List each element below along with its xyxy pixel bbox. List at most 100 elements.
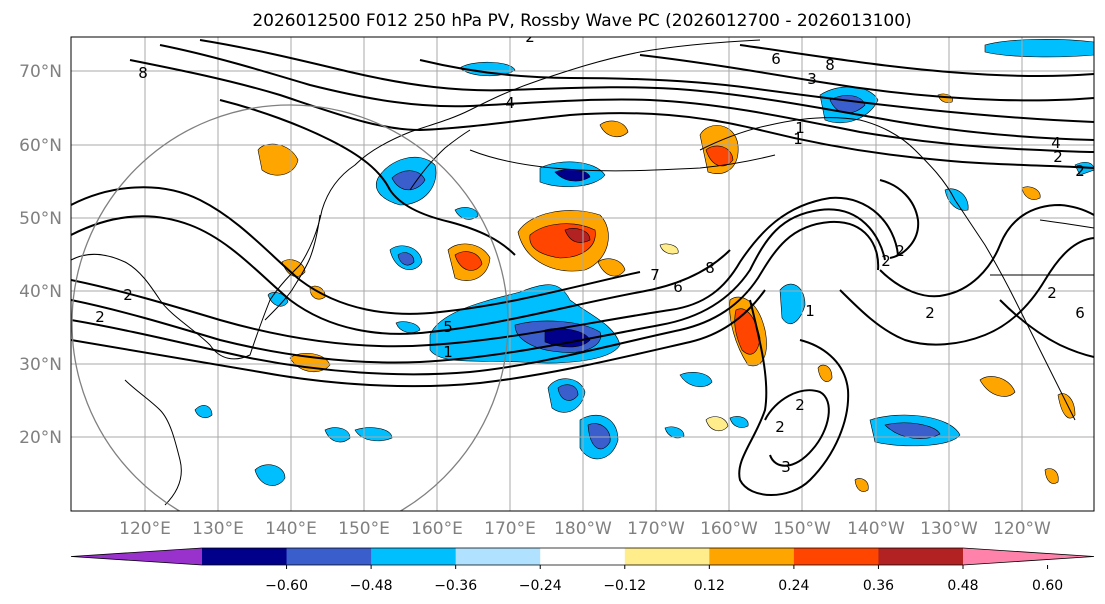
pv-positive-core (705, 145, 734, 167)
pv-contour (739, 44, 1094, 78)
colorbar-extend-min (71, 548, 202, 565)
lat-label-50n: 50°N (19, 209, 62, 229)
lon-label: 150°E (338, 519, 390, 539)
pv-positive-region (257, 143, 299, 176)
map-frame (70, 36, 1095, 512)
contour-label: 8 (705, 259, 715, 277)
contour-label: 2 (881, 252, 891, 270)
colorbar-swatch (793, 548, 879, 565)
colorbar-extend-max (963, 548, 1094, 565)
contour-label: 2 (1075, 162, 1085, 180)
pv-contour (71, 215, 731, 335)
lon-label: 120°E (119, 519, 171, 539)
pv-positive-region (1044, 468, 1059, 484)
pv-positive-region (1021, 186, 1041, 200)
pv-negative-region (679, 372, 713, 388)
lon-label: 130°W (920, 519, 978, 539)
lat-label-60n: 60°N (19, 136, 62, 156)
contour-label: 7 (650, 266, 660, 284)
pv-negative-region (454, 207, 479, 220)
contour-label: 2 (95, 308, 105, 326)
colorbar-swatch (455, 548, 541, 565)
coast-alaska (699, 117, 956, 201)
pv-contour (879, 179, 920, 259)
coast-japan (264, 214, 321, 321)
colorbar-swatch (540, 548, 626, 565)
pv-negative-core (391, 170, 426, 191)
lon-label: 140°W (847, 519, 905, 539)
colorbar-tick-label: −0.60 (265, 578, 308, 594)
pv-contours (71, 39, 1094, 496)
coastlines (71, 39, 1094, 506)
pv-contour (764, 389, 830, 467)
contour-label: 5 (443, 318, 453, 336)
pv-negative-core (557, 384, 579, 401)
pv-negative-region (324, 427, 351, 443)
contour-label: 4 (505, 94, 515, 112)
pv-negative-region (1074, 161, 1094, 176)
colorbar-swatch (709, 548, 795, 565)
contour-label: 2 (525, 28, 535, 46)
contour-label: 6 (771, 50, 781, 68)
pv-positive-region (281, 259, 306, 277)
colorbar-tick-label: −0.36 (434, 578, 477, 594)
pv-negative-region (984, 39, 1094, 58)
colorbar-tick-label: −0.24 (519, 578, 562, 594)
contour-label: 2 (775, 418, 785, 436)
coast-china (124, 379, 182, 506)
border-us-ca (1039, 219, 1094, 229)
pv-contour (71, 289, 766, 388)
map-area: 2 4 8 6 1 2 4 2 2 1 1 7 6 5 1 8 3 2 2 3 … (71, 28, 1094, 511)
pv-contour (839, 237, 1094, 346)
pv-contour (219, 99, 516, 256)
contour-label: 2 (895, 242, 905, 260)
lat-label-70n: 70°N (19, 62, 62, 82)
pv-negative-region (779, 283, 806, 324)
latitude-labels: 70°N 60°N 50°N 40°N 30°N 20°N (19, 62, 62, 448)
pv-contour (639, 54, 1094, 102)
pv-negative-region (194, 405, 213, 419)
contour-label: 2 (123, 286, 133, 304)
pv-contour (879, 203, 1094, 298)
colorbar-swatch (878, 548, 964, 565)
pv-positive-region (599, 120, 629, 138)
colorbar-outline (70, 547, 1095, 566)
contour-label: 3 (781, 458, 791, 476)
contour-labels: 2 4 8 6 1 2 4 2 2 1 1 7 6 5 1 8 3 2 2 3 … (95, 28, 1085, 476)
lat-label-30n: 30°N (19, 355, 62, 375)
figure-title: 2026012500 F012 250 hPa PV, Rossby Wave … (252, 11, 911, 31)
pv-positive-region (597, 258, 626, 277)
colorbar-tick-label: 0.48 (947, 578, 978, 594)
contour-label: 4 (1051, 134, 1061, 152)
coast-na-west (954, 199, 1076, 421)
contour-label: 1 (805, 302, 815, 320)
lon-label: 170°W (627, 519, 685, 539)
colorbar-tick-label: −0.12 (603, 578, 646, 594)
pv-contour (71, 220, 880, 376)
pv-negative-region (729, 416, 749, 428)
pv-positive-core (734, 308, 761, 355)
colorbar-tick-label: 0.36 (863, 578, 894, 594)
pv-positive-region (659, 243, 679, 255)
pv-positive-region (854, 478, 869, 492)
contour-label: 2 (795, 396, 805, 414)
contour-label: 2 (1047, 284, 1057, 302)
colorbar-swatch (624, 548, 710, 565)
colorbar-tick-label: 0.24 (778, 578, 809, 594)
colorbar: −0.60 −0.48 −0.36 −0.24 −0.12 0.12 0.24 0.36 0.4… (70, 547, 1095, 594)
pv-negative-region (254, 464, 286, 486)
contour-label: 2 (1053, 148, 1063, 166)
contour-label: 1 (443, 343, 453, 361)
pv-negative-region (664, 426, 685, 439)
pv-negative-region (395, 321, 421, 333)
coast-asia (71, 39, 761, 360)
contour-label: 6 (1075, 304, 1085, 322)
lon-label: 130°E (192, 519, 244, 539)
coast-kamchatka (409, 129, 471, 191)
colorbar-tick-label: 0.12 (694, 578, 725, 594)
pv-contour (419, 59, 1094, 123)
lon-label: 170°E (484, 519, 536, 539)
lon-label: 180°W (554, 519, 612, 539)
contour-label: 3 (807, 70, 817, 88)
